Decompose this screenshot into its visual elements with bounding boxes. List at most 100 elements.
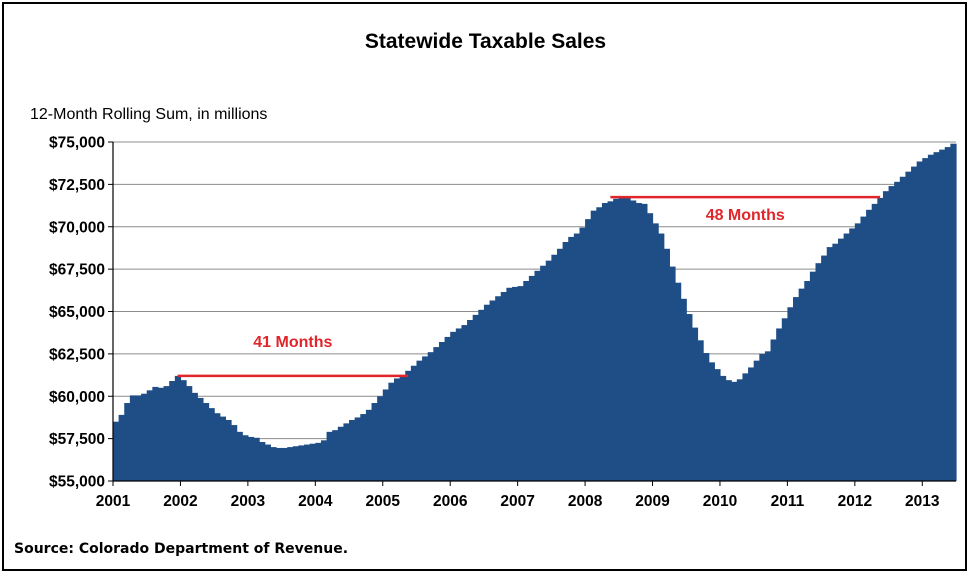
bar: [382, 389, 389, 481]
x-tick-label: 2010: [703, 493, 737, 510]
bar: [658, 233, 665, 481]
bar: [618, 197, 626, 481]
bar: [287, 447, 294, 481]
bar: [899, 176, 907, 481]
bar: [124, 403, 131, 481]
bar: [894, 181, 901, 481]
bar: [208, 408, 215, 481]
bar: [405, 370, 412, 481]
bar: [663, 248, 670, 481]
bar: [854, 223, 862, 482]
bar: [343, 423, 350, 481]
bar: [523, 280, 530, 481]
bar: [686, 314, 693, 481]
bar: [202, 403, 210, 481]
y-tick-label: $70,000: [49, 219, 105, 236]
bar: [675, 282, 682, 481]
bar: [197, 397, 204, 481]
bar: [551, 254, 558, 481]
bar: [708, 362, 715, 481]
bar: [394, 378, 401, 481]
bar: [579, 227, 586, 481]
x-tick-label: 2008: [568, 493, 603, 510]
bar: [191, 392, 198, 481]
bar: [916, 161, 923, 482]
bar: [736, 379, 744, 481]
bar: [242, 435, 249, 481]
bar: [270, 447, 277, 481]
bar: [118, 414, 125, 481]
bar: [506, 287, 513, 481]
x-tick-label: 2012: [838, 493, 872, 510]
bar: [399, 375, 406, 481]
bar: [512, 286, 519, 481]
bar: [877, 197, 884, 481]
bar: [231, 425, 238, 481]
bar: [944, 147, 951, 481]
bar: [832, 243, 839, 481]
bar: [292, 446, 300, 481]
bar: [152, 386, 159, 481]
y-axis-label: 12-Month Rolling Sum, in millions: [30, 106, 268, 123]
y-tick-label: $55,000: [49, 474, 105, 491]
bar: [888, 186, 895, 481]
bar: [911, 166, 918, 481]
y-tick-label: $60,000: [49, 389, 105, 406]
x-tick-label: 2003: [231, 493, 266, 510]
x-tick-label: 2004: [298, 493, 333, 510]
bar: [545, 260, 552, 481]
bar: [950, 143, 957, 481]
bar: [652, 223, 659, 482]
bar: [253, 437, 260, 481]
bar: [927, 154, 935, 481]
bar: [568, 236, 575, 481]
bar: [247, 436, 255, 481]
bar: [377, 396, 384, 481]
bar: [669, 266, 676, 481]
x-tick-label: 2009: [635, 493, 670, 510]
bar: [146, 390, 153, 481]
x-tick-label: 2011: [771, 493, 805, 510]
bar: [365, 409, 373, 481]
x-tick-label: 2007: [500, 493, 534, 510]
y-tick-label: $67,500: [49, 262, 105, 279]
bar: [275, 447, 283, 481]
bar: [607, 201, 614, 481]
bar: [129, 395, 137, 481]
bar: [113, 421, 120, 481]
bar: [455, 328, 463, 481]
x-tick-label: 2002: [163, 493, 197, 510]
axes: [108, 141, 956, 486]
bar: [410, 365, 418, 481]
bar: [613, 198, 620, 481]
y-tick-labels: $55,000 $57,500 $60,000 $62,500 $65,000 $67,5…: [49, 135, 105, 491]
bar: [214, 413, 221, 481]
bar: [815, 263, 822, 481]
bar: [438, 342, 446, 481]
x-tick-label: 2006: [433, 493, 468, 510]
bar: [309, 443, 316, 481]
y-tick-label: $75,000: [49, 135, 105, 152]
bar: [540, 265, 547, 481]
bar: [259, 442, 266, 481]
bar: [882, 191, 890, 481]
bar: [489, 300, 496, 481]
bar: [472, 314, 479, 481]
bar: [787, 307, 794, 481]
bar: [422, 356, 429, 481]
bar: [337, 426, 345, 481]
bar: [304, 444, 311, 481]
bar: [585, 219, 592, 481]
bar: [534, 270, 541, 481]
x-tick-labels: 2001 2002 2003 2004 2005 2006 2007 2008 2009 2010…: [96, 493, 940, 510]
bar: [866, 209, 873, 482]
bar: [315, 442, 322, 481]
bar: [169, 381, 176, 481]
bar: [450, 331, 457, 481]
bar: [174, 375, 182, 481]
bar: [703, 353, 710, 481]
bar: [922, 158, 929, 481]
bar: [798, 288, 805, 481]
bar: [770, 339, 777, 481]
bar: [163, 386, 170, 481]
